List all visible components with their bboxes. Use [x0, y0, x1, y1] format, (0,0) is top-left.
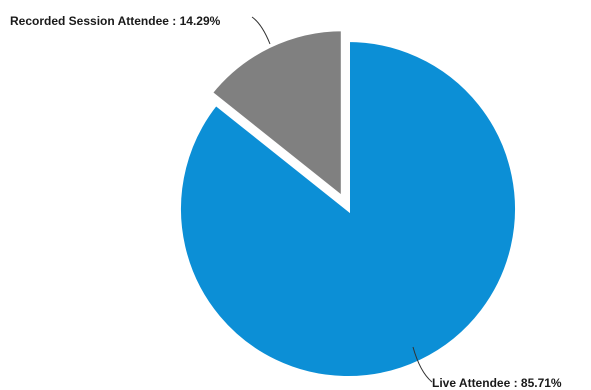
pie-labels: Live Attendee : 85.71% Recorded Session … [10, 14, 562, 390]
slice-label-recorded-session-attendee: Recorded Session Attendee : 14.29% [10, 14, 221, 28]
pie-slice-recorded-session-attendee [207, 27, 345, 203]
pie-slice-live-attendee [177, 37, 519, 380]
slice-label-live-attendee: Live Attendee : 85.71% [432, 376, 562, 390]
pie-slices [177, 27, 519, 380]
pie-leader-lines [251, 16, 433, 383]
leader-line-recorded-session-attendee [251, 16, 271, 45]
leader-line-live-attendee [412, 346, 433, 383]
